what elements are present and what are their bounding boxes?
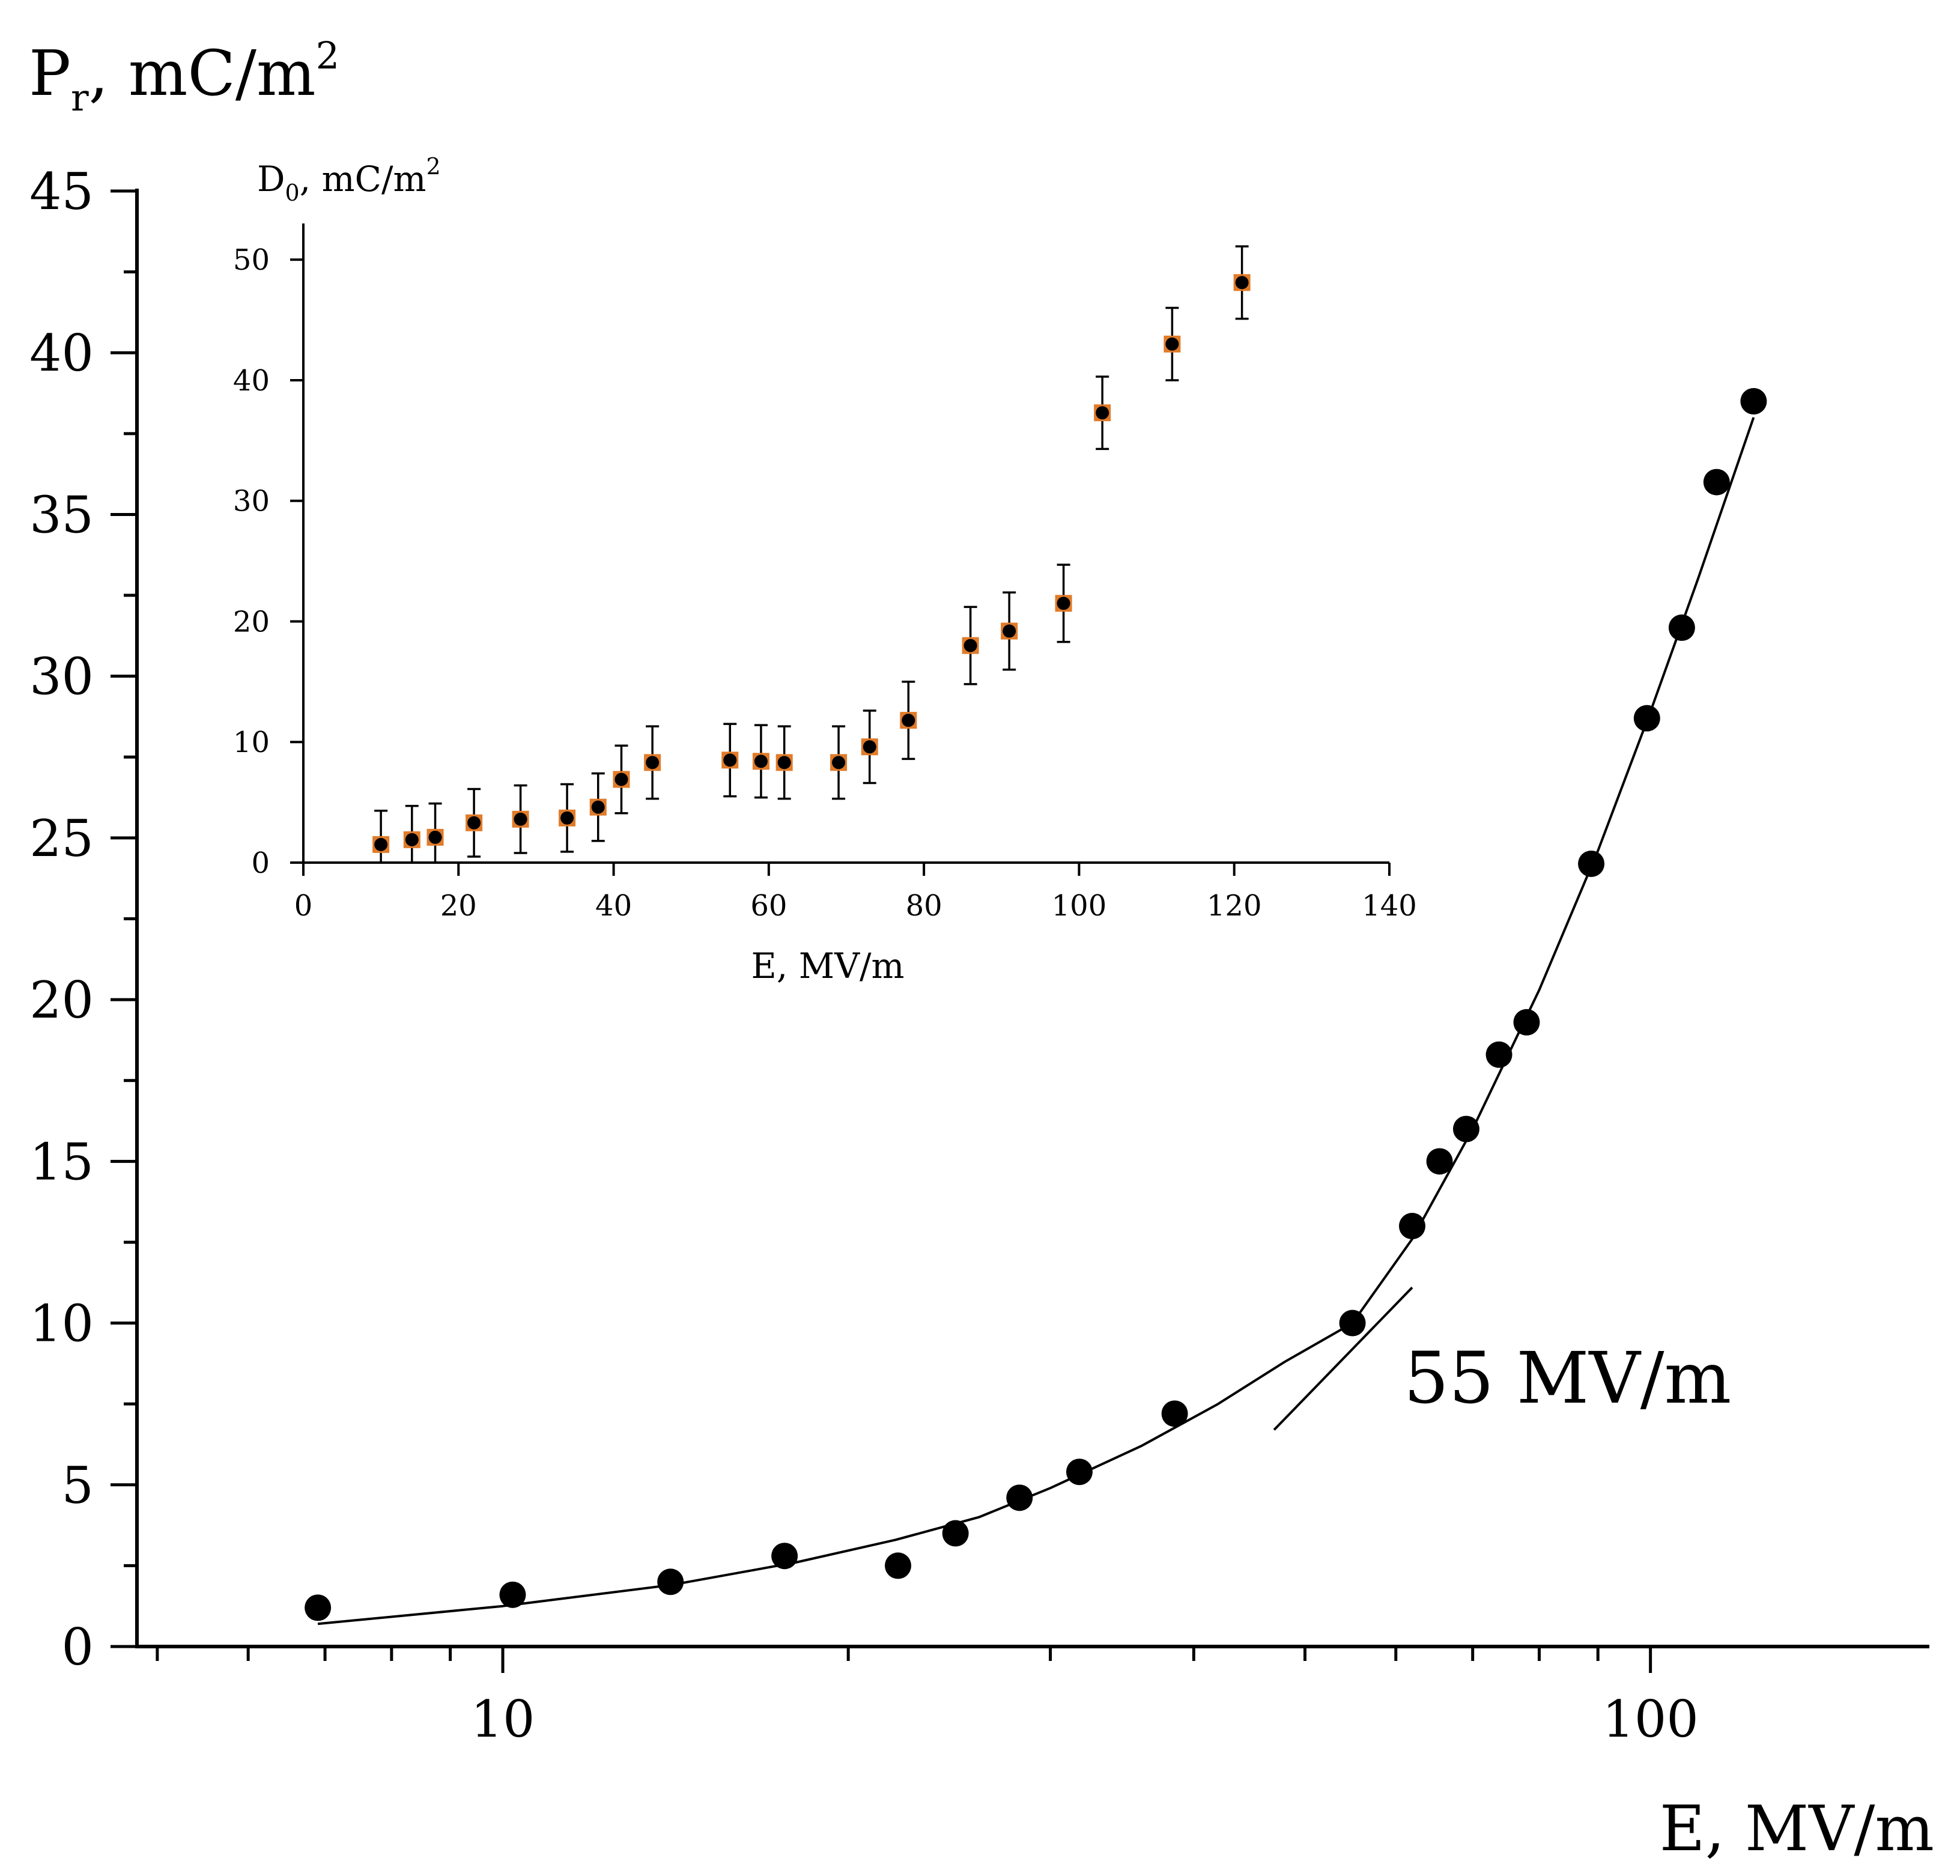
main-y-tick-label: 5 [62, 1456, 94, 1515]
main-y-tick-label: 35 [29, 485, 94, 544]
main-data-point [1633, 705, 1660, 732]
main-y-tick-label: 25 [29, 809, 94, 868]
inset-x-tick-label: 80 [906, 889, 942, 923]
inset-x-tick-label: 20 [440, 889, 477, 923]
main-x-tick-label: 10 [471, 1690, 535, 1749]
inset-x-tick-label: 40 [595, 889, 632, 923]
inset-points [372, 245, 1251, 864]
inset-data-point [1165, 337, 1179, 351]
inset-y-tick-label: 10 [233, 726, 270, 759]
main-y-tick-label: 10 [29, 1295, 94, 1353]
inset-data-point [591, 800, 605, 814]
main-points [305, 387, 1767, 1621]
inset-x-tick-label: 100 [1052, 889, 1107, 923]
main-data-point [499, 1581, 526, 1608]
main-axes [111, 189, 1929, 1673]
main-data-point [771, 1543, 798, 1570]
inset-x-tick-label: 60 [750, 889, 787, 923]
main-data-point [1161, 1400, 1188, 1427]
inset-axes [290, 223, 1391, 876]
inset-data-point [614, 773, 628, 786]
main-y-tick-label: 40 [29, 324, 94, 383]
inset-x-tick-label: 140 [1362, 889, 1417, 923]
main-data-point [1703, 469, 1730, 496]
inset-data-point [560, 811, 574, 825]
main-tangent-line [1273, 1286, 1413, 1431]
main-x-tick-label: 100 [1602, 1690, 1698, 1749]
inset-data-point [405, 833, 419, 846]
main-data-point [1398, 1213, 1425, 1240]
inset-data-point [1003, 624, 1016, 638]
main-x-axis-title: E, MV/m [1660, 1792, 1934, 1865]
inset-data-point [467, 816, 481, 830]
inset-data-point [646, 756, 660, 770]
main-y-tick-label: 0 [62, 1618, 94, 1677]
annotation-55-mv-m: 55 MV/m [1404, 1337, 1731, 1419]
inset-data-point [723, 753, 737, 767]
inset-y-tick-label: 0 [251, 846, 270, 880]
inset-data-point [863, 740, 876, 754]
main-data-point [657, 1568, 684, 1595]
main-data-point [1006, 1484, 1033, 1511]
main-fit-curve [317, 417, 1755, 1626]
main-y-tick-label: 20 [29, 971, 94, 1030]
inset-data-point [514, 812, 527, 826]
inset-data-point [428, 830, 442, 844]
main-data-point [942, 1520, 969, 1547]
main-data-point [1513, 1009, 1540, 1036]
main-data-point [1452, 1116, 1479, 1143]
inset-x-tick-label: 120 [1207, 889, 1262, 923]
main-data-point [885, 1552, 912, 1579]
inset-y-tick-label: 50 [233, 243, 270, 277]
main-data-point [1339, 1310, 1366, 1337]
inset-data-point [902, 714, 915, 727]
main-data-point [305, 1594, 332, 1621]
inset-data-point [1235, 276, 1249, 290]
inset-data-point [963, 639, 977, 652]
inset-data-point [754, 754, 768, 768]
main-data-point [1668, 614, 1695, 641]
main-y-tick-label: 30 [29, 648, 94, 706]
inset-y-tick-label: 30 [233, 485, 270, 518]
main-data-point [1578, 850, 1605, 877]
main-tangent-group [1273, 1286, 1413, 1431]
main-fit-curve-group [317, 417, 1755, 1626]
main-data-point [1066, 1459, 1093, 1486]
inset-y-tick-label: 40 [233, 364, 270, 398]
main-y-tick-label: 15 [29, 1132, 94, 1191]
inset-data-point [832, 756, 846, 770]
inset-data-point [1057, 596, 1070, 610]
main-y-tick-label: 45 [29, 162, 94, 221]
main-data-point [1426, 1148, 1453, 1175]
inset-x-axis-title: E, MV/m [751, 946, 904, 986]
inset-data-point [777, 756, 791, 770]
main-data-point [1485, 1041, 1512, 1068]
main-y-axis-title: Pr, mC/m2 [29, 34, 339, 120]
inset-data-point [1096, 406, 1109, 420]
inset-y-tick-label: 20 [233, 605, 270, 639]
inset-tick-labels: 0 10 20 30 40 50 0 20 40 60 80 100 120 140 [233, 243, 1417, 923]
inset-x-tick-label: 0 [294, 889, 313, 923]
inset-data-point [374, 837, 388, 851]
inset-y-axis-title: D0, mC/m2 [257, 153, 441, 206]
main-data-point [1740, 387, 1767, 414]
